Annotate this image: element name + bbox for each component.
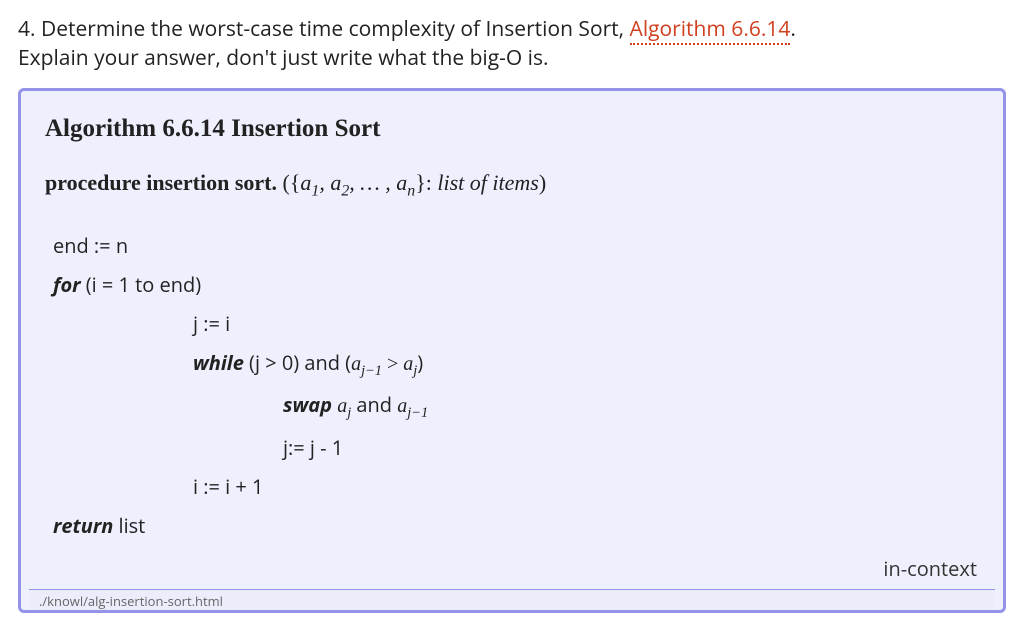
while-rest-a: (j > 0) and ( [244, 349, 351, 376]
for-keyword: for [53, 271, 81, 298]
while-gt: > [382, 353, 403, 375]
question-body-1: Determine the worst-case time complexity… [41, 15, 630, 43]
return-rest: list [113, 512, 145, 539]
swap-mid: and [351, 391, 397, 418]
code-line-7: i := i + 1 [53, 467, 979, 506]
math-a3: a [337, 395, 347, 417]
algorithm-box: Algorithm 6.6.14 Insertion Sort procedur… [18, 88, 1006, 613]
code-line-8: return list [53, 506, 979, 545]
procedure-args-desc: list of items [437, 170, 538, 195]
procedure-args-close: ) [539, 170, 546, 195]
math-a2: a [403, 353, 413, 375]
swap-keyword: swap [283, 391, 332, 418]
code-line-6: j:= j - 1 [53, 428, 979, 467]
question-body-2: Explain your answer, don't just write wh… [18, 44, 549, 72]
procedure-args-items: a1, a2, … , an [300, 170, 415, 195]
while-rest-c: ) [417, 349, 423, 376]
algorithm-title: Algorithm 6.6.14 Insertion Sort [45, 111, 979, 146]
math-sub-jm1-a: j−1 [361, 363, 382, 379]
math-sub-jm1-b: j−1 [407, 405, 428, 421]
procedure-keyword: procedure insertion sort. [45, 170, 277, 195]
pseudocode: end := n for (i = 1 to end) j := i while… [45, 226, 979, 544]
for-rest: (i = 1 to end) [81, 271, 202, 298]
code-line-2: for (i = 1 to end) [53, 265, 979, 304]
code-line-4: while (j > 0) and (aj−1 > aj) [53, 343, 979, 385]
code-line-1: end := n [53, 226, 979, 265]
question-number: 4. [18, 15, 36, 43]
question-period: . [790, 15, 796, 43]
return-keyword: return [53, 512, 113, 539]
procedure-args-suffix: }: [415, 170, 437, 195]
procedure-line: procedure insertion sort. ({a1, a2, … , … [45, 168, 979, 203]
in-context-link[interactable]: in-context [45, 545, 979, 589]
code-line-5: swap aj and aj−1 [53, 385, 979, 427]
code-line-3: j := i [53, 304, 979, 343]
question-text: 4. Determine the worst-case time complex… [18, 15, 1006, 74]
procedure-args-prefix: ({ [283, 170, 301, 195]
while-keyword: while [193, 349, 244, 376]
math-a4: a [397, 395, 407, 417]
algorithm-link[interactable]: Algorithm 6.6.14 [630, 15, 791, 45]
math-a1: a [351, 353, 361, 375]
path-footer: ./knowl/alg-insertion-sort.html [29, 589, 995, 610]
